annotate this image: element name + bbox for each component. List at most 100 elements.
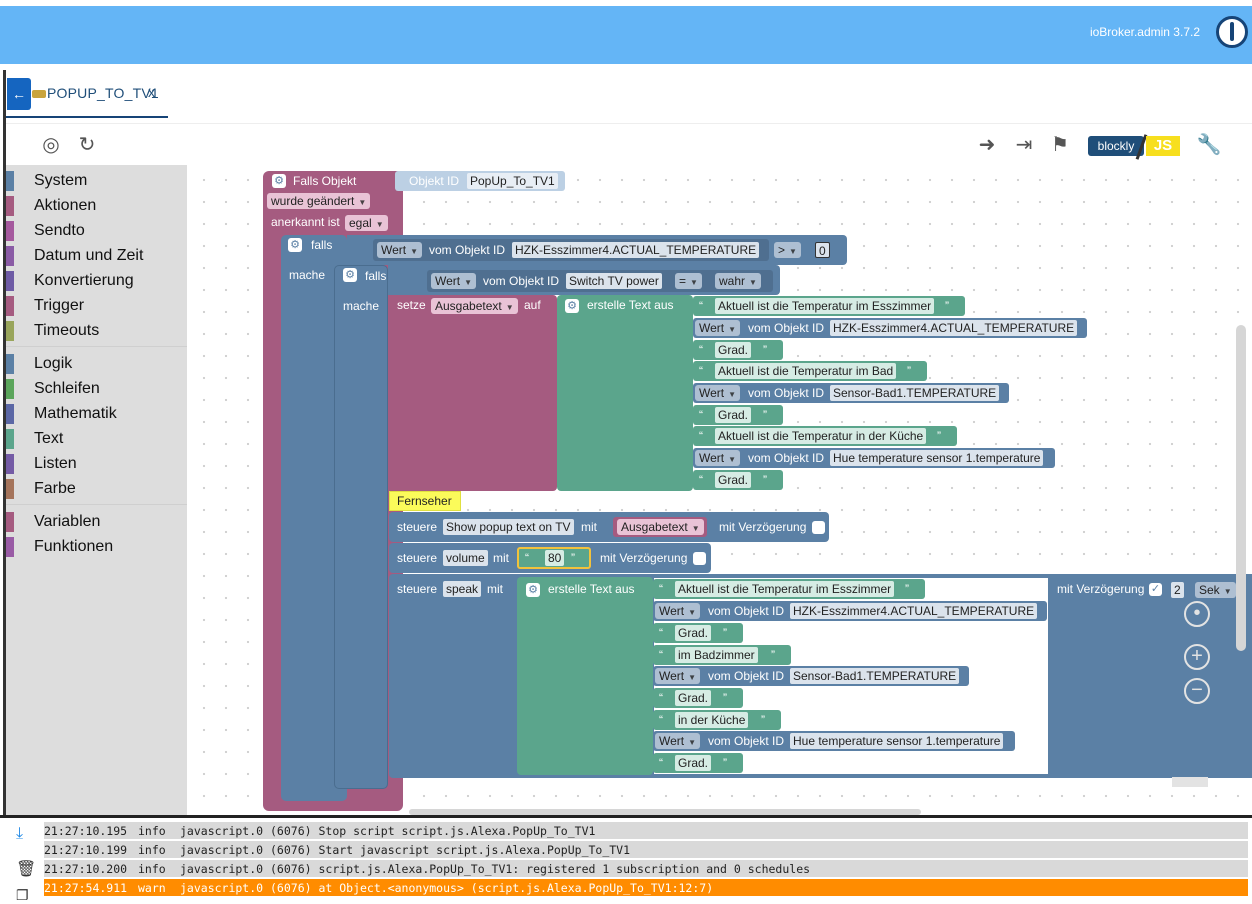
if-inner-falls-label: falls bbox=[365, 269, 387, 283]
wert-dropdown[interactable]: Wert ▼ bbox=[695, 450, 741, 466]
zoom-in-icon[interactable]: + bbox=[1184, 644, 1210, 670]
text-value[interactable]: Grad. bbox=[715, 472, 752, 488]
object-id-field[interactable]: HZK-Esszimmer4.ACTUAL_TEMPERATURE bbox=[512, 242, 760, 258]
wert-dropdown[interactable]: Wert ▼ bbox=[655, 603, 701, 619]
operator-dropdown[interactable]: = ▼ bbox=[675, 273, 702, 289]
number-field[interactable]: 0 bbox=[815, 242, 830, 258]
quote-open-icon: “ bbox=[659, 626, 663, 640]
object-id-field[interactable]: volume bbox=[443, 550, 488, 566]
category-konvertierung[interactable]: Konvertierung bbox=[6, 269, 187, 293]
trash-icon[interactable]: 🗑 bbox=[16, 861, 37, 878]
wert-dropdown[interactable]: Wert ▼ bbox=[695, 320, 741, 336]
category-mathematik[interactable]: Mathematik bbox=[6, 402, 187, 426]
changed-dropdown[interactable]: wurde geändert ▼ bbox=[267, 193, 371, 209]
quote-close-icon: ” bbox=[761, 713, 765, 727]
gear-icon[interactable]: ⚙ bbox=[343, 268, 357, 282]
gear-icon[interactable]: ⚙ bbox=[526, 583, 540, 597]
close-tab-icon[interactable]: x bbox=[148, 84, 155, 100]
zoom-reset-icon[interactable]: • bbox=[1184, 601, 1210, 627]
delay-checkbox[interactable] bbox=[812, 521, 825, 534]
wert-dropdown[interactable]: Wert ▼ bbox=[655, 733, 701, 749]
horizontal-scrollbar[interactable] bbox=[409, 809, 921, 815]
category-swatch bbox=[6, 512, 14, 532]
text-value[interactable]: Aktuell ist die Temperatur in der Küche bbox=[715, 428, 927, 444]
create-text-block[interactable] bbox=[557, 295, 693, 491]
script-tab-bar: ← POPUP_TO_TV1 x bbox=[6, 70, 1252, 124]
category-timeouts[interactable]: Timeouts bbox=[6, 319, 187, 343]
text-value[interactable]: Aktuell ist die Temperatur im Bad bbox=[715, 363, 897, 379]
wert-dropdown[interactable]: Wert ▼ bbox=[377, 242, 423, 258]
wert-value: Wert bbox=[659, 734, 685, 748]
gear-icon[interactable]: ⚙ bbox=[272, 174, 286, 188]
variable-dropdown[interactable]: Ausgabetext ▼ bbox=[431, 298, 518, 314]
object-id-field[interactable]: speak bbox=[443, 581, 482, 597]
category-listen[interactable]: Listen bbox=[6, 452, 187, 476]
category-trigger[interactable]: Trigger bbox=[6, 294, 187, 318]
gear-icon[interactable]: ⚙ bbox=[565, 299, 579, 313]
text-value[interactable]: Grad. bbox=[675, 690, 712, 706]
if-block-inner[interactable] bbox=[334, 265, 388, 789]
object-id-field[interactable]: PopUp_To_TV1 bbox=[467, 173, 558, 189]
delay-value-field[interactable]: 2 bbox=[1171, 582, 1184, 598]
create-text-block-speak[interactable] bbox=[517, 577, 653, 775]
text-value[interactable]: Grad. bbox=[675, 755, 712, 771]
import-icon[interactable]: ⇥ bbox=[1015, 134, 1033, 156]
vertical-scrollbar[interactable] bbox=[1236, 325, 1246, 651]
object-id-field[interactable]: Sensor-Bad1.TEMPERATURE bbox=[790, 668, 960, 684]
category-system[interactable]: System bbox=[6, 169, 187, 193]
wert-dropdown[interactable]: Wert ▼ bbox=[695, 385, 741, 401]
refresh-icon[interactable]: ↻ bbox=[78, 134, 96, 156]
category-farbe[interactable]: Farbe bbox=[6, 477, 187, 501]
text-value[interactable]: Grad. bbox=[715, 407, 752, 423]
locate-icon[interactable]: ◎ bbox=[42, 134, 60, 156]
text-value[interactable]: im Badzimmer bbox=[675, 647, 758, 663]
bool-dropdown[interactable]: wahr ▼ bbox=[715, 273, 761, 289]
blockly-workspace[interactable]: ⚙ Falls Objekt Objekt ID PopUp_To_TV1 wu… bbox=[187, 165, 1252, 815]
checkered-flag-icon[interactable]: ⚑ bbox=[1051, 134, 1069, 156]
tab-popup-to-tv1[interactable]: ← POPUP_TO_TV1 x bbox=[6, 70, 168, 118]
text-value[interactable]: Grad. bbox=[675, 625, 712, 641]
set-variable-block[interactable] bbox=[389, 295, 557, 491]
object-id-field[interactable]: Switch TV power bbox=[566, 273, 662, 289]
operator-dropdown[interactable]: > ▼ bbox=[774, 242, 801, 258]
object-id-field[interactable]: HZK-Esszimmer4.ACTUAL_TEMPERATURE bbox=[830, 320, 1078, 336]
blockly-js-toggle[interactable]: blockly JS bbox=[1088, 134, 1196, 160]
category-logik[interactable]: Logik bbox=[6, 352, 187, 376]
object-id-field[interactable]: Show popup text on TV bbox=[443, 519, 574, 535]
category-text[interactable]: Text bbox=[6, 427, 187, 451]
object-id-field[interactable]: Hue temperature sensor 1.temperature bbox=[790, 733, 1004, 749]
text-value[interactable]: Aktuell ist die Temperatur im Esszimmer bbox=[715, 298, 935, 314]
quote-open-icon: “ bbox=[659, 582, 663, 596]
category-aktionen[interactable]: Aktionen bbox=[6, 194, 187, 218]
zoom-out-icon[interactable]: − bbox=[1184, 678, 1210, 704]
variable-dropdown[interactable]: Ausgabetext ▼ bbox=[617, 519, 704, 535]
category-sendto[interactable]: Sendto bbox=[6, 219, 187, 243]
category-schleifen[interactable]: Schleifen bbox=[6, 377, 187, 401]
object-id-field[interactable]: Hue temperature sensor 1.temperature bbox=[830, 450, 1044, 466]
category-funktionen[interactable]: Funktionen bbox=[6, 535, 187, 559]
bool-value: wahr bbox=[719, 274, 746, 288]
export-icon[interactable]: ➜ bbox=[978, 134, 996, 156]
comment-block[interactable] bbox=[389, 491, 461, 511]
object-id-field[interactable]: Sensor-Bad1.TEMPERATURE bbox=[830, 385, 1000, 401]
delay-checkbox-checked[interactable]: ✓ bbox=[1149, 583, 1162, 596]
scroll-down-icon[interactable]: ⤓ bbox=[16, 825, 24, 842]
wert-dropdown[interactable]: Wert ▼ bbox=[431, 273, 477, 289]
object-id-field[interactable]: HZK-Esszimmer4.ACTUAL_TEMPERATURE bbox=[790, 603, 1038, 619]
iobroker-logo-icon[interactable] bbox=[1216, 16, 1248, 48]
back-arrow-icon[interactable]: ← bbox=[7, 78, 31, 110]
category-variablen[interactable]: Variablen bbox=[6, 510, 187, 534]
vom-objekt-label: vom Objekt ID bbox=[748, 451, 825, 465]
text-value[interactable]: Grad. bbox=[715, 342, 752, 358]
gear-icon[interactable]: ⚙ bbox=[288, 238, 302, 252]
number-text-field[interactable]: 80 bbox=[545, 550, 565, 566]
unit-dropdown[interactable]: Sek ▼ bbox=[1195, 582, 1236, 598]
delay-checkbox[interactable] bbox=[693, 552, 706, 565]
wert-dropdown[interactable]: Wert ▼ bbox=[655, 668, 701, 684]
text-value[interactable]: in der Küche bbox=[675, 712, 749, 728]
text-value[interactable]: Aktuell ist die Temperatur im Esszimmer bbox=[675, 581, 895, 597]
category-datum-und-zeit[interactable]: Datum und Zeit bbox=[6, 244, 187, 268]
wrench-icon[interactable]: 🔧 bbox=[1196, 134, 1222, 156]
chevron-down-icon: ▼ bbox=[728, 390, 737, 399]
ack-dropdown[interactable]: egal ▼ bbox=[345, 215, 388, 231]
